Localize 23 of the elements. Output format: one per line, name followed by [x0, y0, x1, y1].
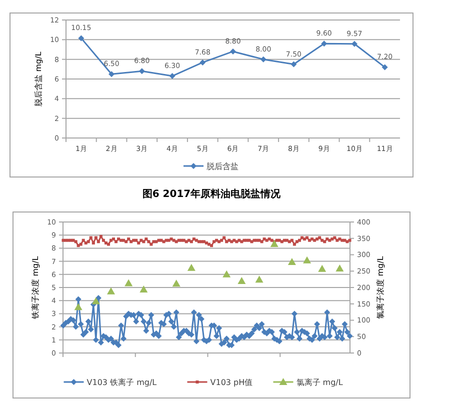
point [140, 285, 148, 292]
point [288, 258, 296, 265]
legend-label: V103 铁离子 mg/L [86, 378, 158, 387]
legend-label: 脱后含盐 [206, 162, 238, 171]
point [172, 280, 180, 287]
point [318, 264, 326, 272]
point [92, 297, 100, 304]
point [222, 270, 231, 278]
text: 图6 2017年原料油电脱盐情况 [142, 188, 282, 200]
legend-label: 氯离子 mg/L [296, 378, 344, 387]
point [124, 279, 133, 286]
point [107, 287, 115, 294]
point [303, 256, 312, 264]
point [255, 276, 264, 283]
legend-label: V103 pH值 [210, 378, 253, 387]
point [336, 264, 344, 272]
y-axis-title: 脱后含盐 mg/L [34, 51, 43, 106]
y-axis-title: 铁离子浓度 mg/L [31, 256, 40, 320]
point [270, 240, 278, 247]
point [238, 276, 246, 284]
point [187, 264, 196, 271]
y2-axis-title: 氯离子浓度 mg/L [376, 256, 385, 319]
point [74, 303, 82, 310]
